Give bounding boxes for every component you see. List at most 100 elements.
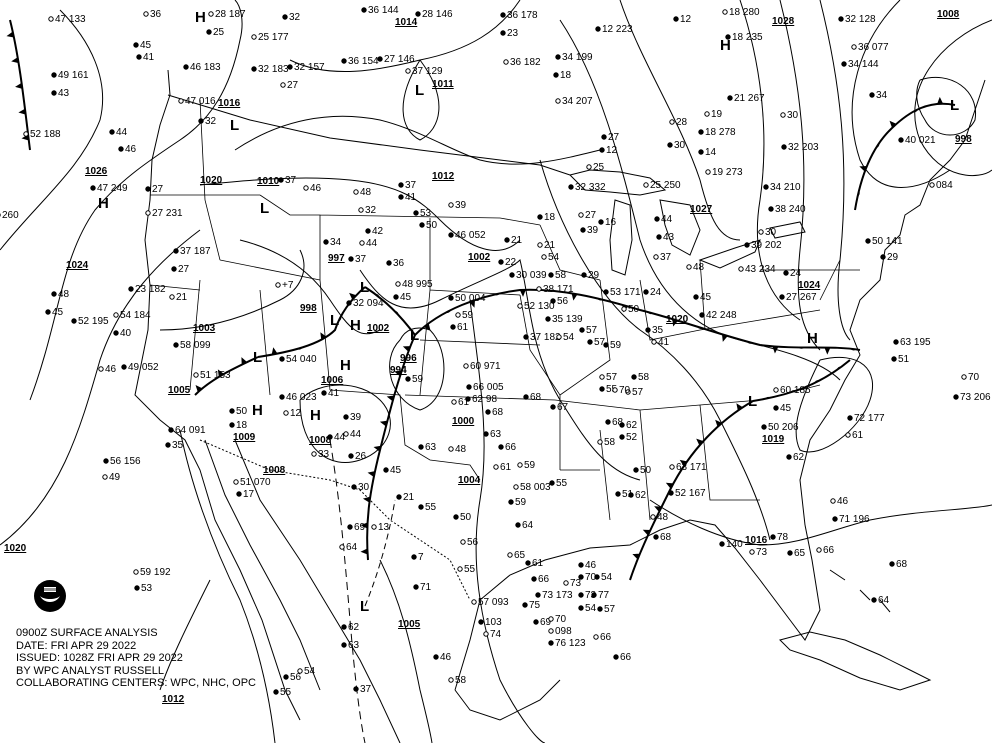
station-value: 62 [626, 420, 638, 431]
front-symbols-layer [6, 31, 944, 560]
isobar-label: 1008 [309, 435, 332, 446]
station-marker [134, 585, 140, 591]
station-value: 60 971 [470, 361, 501, 372]
cold-front-triangle [824, 347, 831, 355]
station-marker [568, 184, 574, 190]
station-marker [548, 628, 554, 634]
station-value: 32 [289, 12, 301, 23]
cold-front-triangle [320, 332, 327, 340]
station-marker [465, 396, 471, 402]
station-value: 62 [348, 622, 360, 633]
station-marker [51, 90, 57, 96]
station-marker [251, 66, 257, 72]
station-marker [448, 232, 454, 238]
state-boundaries [149, 99, 860, 521]
station-value: 24 [650, 287, 662, 298]
fronts-layer [9, 19, 956, 607]
station-marker [198, 118, 204, 124]
isobar-label: 994 [390, 365, 407, 376]
station-value: 46 [310, 183, 322, 194]
station-marker [770, 534, 776, 540]
station-marker [579, 327, 585, 333]
cold-front-triangle [889, 120, 897, 128]
cold-front-triangle [360, 522, 368, 529]
analysis-caption: 0900Z SURFACE ANALYSIS DATE: FRI APR 29 … [16, 627, 256, 690]
isobar-label: 1008 [937, 9, 960, 20]
station-marker [418, 444, 424, 450]
station-value: 59 192 [140, 567, 171, 578]
station-value: 36 144 [368, 5, 399, 16]
station-marker [311, 451, 317, 457]
station-marker [669, 119, 675, 125]
station-value: 39 [350, 412, 362, 423]
station-value: 40 [120, 328, 132, 339]
station-marker [359, 240, 365, 246]
station-value: 63 [425, 442, 437, 453]
station-marker [383, 467, 389, 473]
station-marker [413, 584, 419, 590]
isobar-label: 1016 [218, 98, 241, 109]
station-value: 63 195 [900, 337, 931, 348]
isobar [916, 76, 976, 136]
station-value: 46 [585, 560, 597, 571]
station-value: 27 [608, 132, 620, 143]
station-marker [51, 291, 57, 297]
station-marker [523, 394, 529, 400]
station-value: 50 [426, 220, 438, 231]
station-marker [498, 259, 504, 265]
station-marker [619, 422, 625, 428]
station-value: 29 [588, 270, 600, 281]
pressure-center-low: L [360, 598, 369, 615]
station-value: 59 [462, 310, 474, 321]
isobar [779, 0, 821, 351]
cold-front-triangle [721, 334, 728, 342]
station-value: 61 [500, 462, 512, 473]
station-marker [183, 64, 189, 70]
station-value: 21 [544, 240, 556, 251]
station-marker [448, 295, 454, 301]
station-marker [451, 399, 457, 405]
station-value: 25 250 [650, 180, 681, 191]
station-marker [365, 228, 371, 234]
station-marker [433, 654, 439, 660]
station-marker [773, 387, 779, 393]
station-value: 62 98 [472, 394, 497, 405]
station-marker [168, 427, 174, 433]
station-value: 66 [823, 545, 835, 556]
station-value: 50 004 [455, 293, 486, 304]
station-marker [478, 619, 484, 625]
station-marker [358, 207, 364, 213]
station-value: 44 [366, 238, 378, 249]
isobar-labels-layer: 1014 1011 1028 1008 1026 1020 1016 1010 1012 1024… [4, 9, 972, 705]
stationary-front [414, 288, 861, 351]
station-marker [525, 560, 531, 566]
bahamas [829, 569, 891, 613]
station-value: 45 [52, 307, 64, 318]
station-marker [597, 439, 603, 445]
station-value: 64 [522, 520, 534, 531]
caption-issued: ISSUED: 1028Z FRI APR 29 2022 [16, 652, 183, 664]
caption-analyst: BY WPC ANALYST RUSSELL [16, 664, 164, 677]
station-marker [517, 462, 523, 468]
station-value: 72 177 [854, 413, 885, 424]
station-value: 46 [125, 144, 137, 155]
station-marker [953, 394, 959, 400]
station-marker [504, 237, 510, 243]
station-value: 75 [529, 600, 541, 611]
station-marker [816, 547, 822, 553]
station-marker [275, 282, 281, 288]
cold-front-triangle [15, 82, 23, 89]
station-marker [169, 294, 175, 300]
station-value: 24 [790, 268, 802, 279]
station-marker [251, 34, 257, 40]
station-value: 66 [505, 442, 517, 453]
station-value: 18 280 [729, 7, 760, 18]
station-value: 44 [661, 214, 673, 225]
station-value: 27 [178, 264, 190, 275]
station-marker [603, 289, 609, 295]
station-value: 66 [620, 652, 632, 663]
station-marker [783, 270, 789, 276]
station-value: 66 005 [473, 382, 504, 393]
